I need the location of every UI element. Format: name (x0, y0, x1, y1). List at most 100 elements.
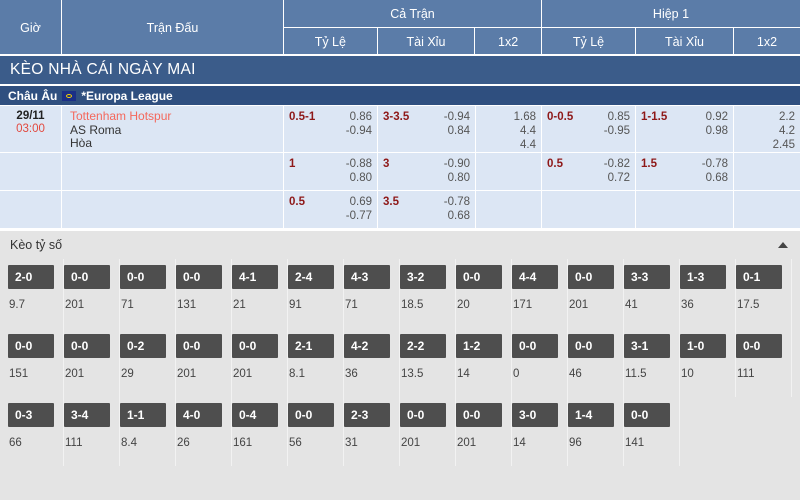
score-odds[interactable]: 18.5 (401, 299, 424, 311)
score-odds[interactable]: 201 (233, 368, 253, 380)
score-cell[interactable]: 1-0 10 (680, 328, 736, 397)
score-cell[interactable]: 1-2 14 (456, 328, 512, 397)
score-odds[interactable]: 8.4 (121, 437, 137, 449)
score-cell[interactable]: 4-3 71 (344, 259, 400, 328)
score-odds[interactable]: 0 (513, 368, 520, 380)
score-odds[interactable]: 8.1 (289, 368, 305, 380)
score-cell[interactable]: 4-4 171 (512, 259, 568, 328)
score-odds[interactable]: 201 (65, 368, 85, 380)
score-cell[interactable]: 2-4 91 (288, 259, 344, 328)
score-cell[interactable]: 4-0 26 (176, 397, 232, 466)
score-odds[interactable]: 201 (401, 437, 421, 449)
score-cell[interactable]: 2-0 9.7 (8, 259, 64, 328)
score-cell[interactable]: 3-4 111 (64, 397, 120, 466)
ft-1x2-draw-odds[interactable]: 4.4 (520, 125, 536, 137)
ft-overunder-cell-row2[interactable]: 3 -0.90 0.80 (378, 153, 476, 190)
score-cell[interactable]: 1-4 96 (568, 397, 624, 466)
ft-overunder-cell-row1[interactable]: 3-3.5 -0.94 0.84 (378, 106, 476, 152)
ft-under-odds-row3[interactable]: 0.68 (447, 210, 470, 222)
score-odds[interactable]: 14 (457, 368, 470, 380)
h1-handicap-cell-row1[interactable]: 0-0.5 0.85 -0.95 (542, 106, 636, 152)
caret-up-icon[interactable] (778, 242, 788, 248)
h1-under-odds-row2[interactable]: 0.68 (705, 172, 728, 184)
score-odds[interactable]: 131 (177, 299, 197, 311)
score-cell[interactable]: 0-0 131 (176, 259, 232, 328)
score-odds[interactable]: 36 (345, 368, 358, 380)
correct-score-header[interactable]: Kèo tỷ số (0, 231, 800, 259)
score-odds[interactable]: 14 (513, 437, 526, 449)
ft-1x2-away-odds[interactable]: 4.4 (520, 139, 536, 151)
score-odds[interactable]: 161 (233, 437, 253, 449)
score-odds[interactable]: 36 (681, 299, 694, 311)
score-cell[interactable]: 0-0 201 (568, 259, 624, 328)
score-cell[interactable]: 0-2 29 (120, 328, 176, 397)
score-odds[interactable]: 201 (457, 437, 477, 449)
h1-1x2-home-odds[interactable]: 2.2 (779, 111, 795, 123)
score-cell[interactable]: 1-1 8.4 (120, 397, 176, 466)
h1-1x2-away-odds[interactable]: 2.45 (772, 139, 795, 151)
score-cell[interactable]: 3-1 11.5 (624, 328, 680, 397)
league-row[interactable]: Châu Âu *Europa League (0, 86, 800, 106)
h1-over-odds-row2[interactable]: -0.78 (701, 158, 728, 170)
ft-overunder-cell-row3[interactable]: 3.5 -0.78 0.68 (378, 191, 476, 228)
score-odds[interactable]: 26 (177, 437, 190, 449)
h1-under-odds-row1[interactable]: 0.98 (705, 125, 728, 137)
score-odds[interactable]: 141 (625, 437, 645, 449)
score-odds[interactable]: 46 (569, 368, 582, 380)
ft-handicap-cell-row1[interactable]: 0.5-1 0.86 -0.94 (284, 106, 378, 152)
score-odds[interactable]: 41 (625, 299, 638, 311)
score-cell[interactable]: 3-0 14 (512, 397, 568, 466)
score-cell[interactable]: 0-0 71 (120, 259, 176, 328)
h1-over-odds-row1[interactable]: 0.92 (705, 111, 728, 123)
score-cell[interactable]: 3-3 41 (624, 259, 680, 328)
score-cell[interactable]: 2-1 8.1 (288, 328, 344, 397)
score-odds[interactable]: 13.5 (401, 368, 424, 380)
score-cell[interactable]: 0-0 201 (64, 259, 120, 328)
score-cell[interactable]: 0-0 46 (568, 328, 624, 397)
score-odds[interactable]: 96 (569, 437, 582, 449)
score-cell[interactable]: 4-1 21 (232, 259, 288, 328)
score-cell[interactable]: 1-3 36 (680, 259, 736, 328)
score-odds[interactable]: 66 (9, 437, 22, 449)
ft-1x2-cell-row1[interactable]: 1.68 4.4 4.4 (476, 106, 542, 152)
score-odds[interactable]: 9.7 (9, 299, 25, 311)
h1-overunder-cell-row1[interactable]: 1-1.5 0.92 0.98 (636, 106, 734, 152)
score-cell[interactable]: 0-3 66 (8, 397, 64, 466)
ft-over-odds-row1[interactable]: -0.94 (443, 111, 470, 123)
score-odds[interactable]: 20 (457, 299, 470, 311)
score-cell[interactable]: 0-0 111 (736, 328, 792, 397)
score-odds[interactable]: 91 (289, 299, 302, 311)
score-odds[interactable]: 201 (65, 299, 85, 311)
score-cell[interactable]: 0-0 201 (64, 328, 120, 397)
score-odds[interactable]: 111 (65, 437, 83, 449)
score-odds[interactable]: 151 (9, 368, 29, 380)
h1-overunder-cell-row2[interactable]: 1.5 -0.78 0.68 (636, 153, 734, 190)
score-odds[interactable]: 17.5 (737, 299, 760, 311)
score-cell[interactable]: 2-3 31 (344, 397, 400, 466)
score-cell[interactable]: 0-0 141 (624, 397, 680, 466)
h1-1x2-cell-row1[interactable]: 2.2 4.2 2.45 (734, 106, 800, 152)
score-cell[interactable]: 0-0 201 (176, 328, 232, 397)
score-cell[interactable]: 0-4 161 (232, 397, 288, 466)
ft-over-odds-row2[interactable]: -0.90 (443, 158, 470, 170)
score-odds[interactable]: 111 (737, 368, 755, 380)
score-odds[interactable]: 71 (345, 299, 358, 311)
ft-under-odds-row2[interactable]: 0.80 (447, 172, 470, 184)
score-cell[interactable]: 0-0 201 (400, 397, 456, 466)
ft-handicap-under-row3[interactable]: -0.77 (345, 210, 372, 222)
score-cell[interactable]: 4-2 36 (344, 328, 400, 397)
match-teams-cell[interactable]: Tottenham Hotspur AS Roma Hòa (62, 106, 284, 152)
score-odds[interactable]: 11.5 (625, 368, 647, 380)
score-odds[interactable]: 201 (177, 368, 197, 380)
score-cell[interactable]: 0-0 0 (512, 328, 568, 397)
score-cell[interactable]: 0-0 201 (232, 328, 288, 397)
ft-under-odds-row1[interactable]: 0.84 (447, 125, 470, 137)
score-cell[interactable]: 0-0 201 (456, 397, 512, 466)
ft-over-odds-row3[interactable]: -0.78 (443, 196, 470, 208)
score-cell[interactable]: 2-2 13.5 (400, 328, 456, 397)
score-cell[interactable]: 0-0 56 (288, 397, 344, 466)
score-odds[interactable]: 201 (569, 299, 589, 311)
ft-handicap-over-row3[interactable]: 0.69 (349, 196, 372, 208)
score-cell[interactable]: 3-2 18.5 (400, 259, 456, 328)
score-odds[interactable]: 10 (681, 368, 694, 380)
